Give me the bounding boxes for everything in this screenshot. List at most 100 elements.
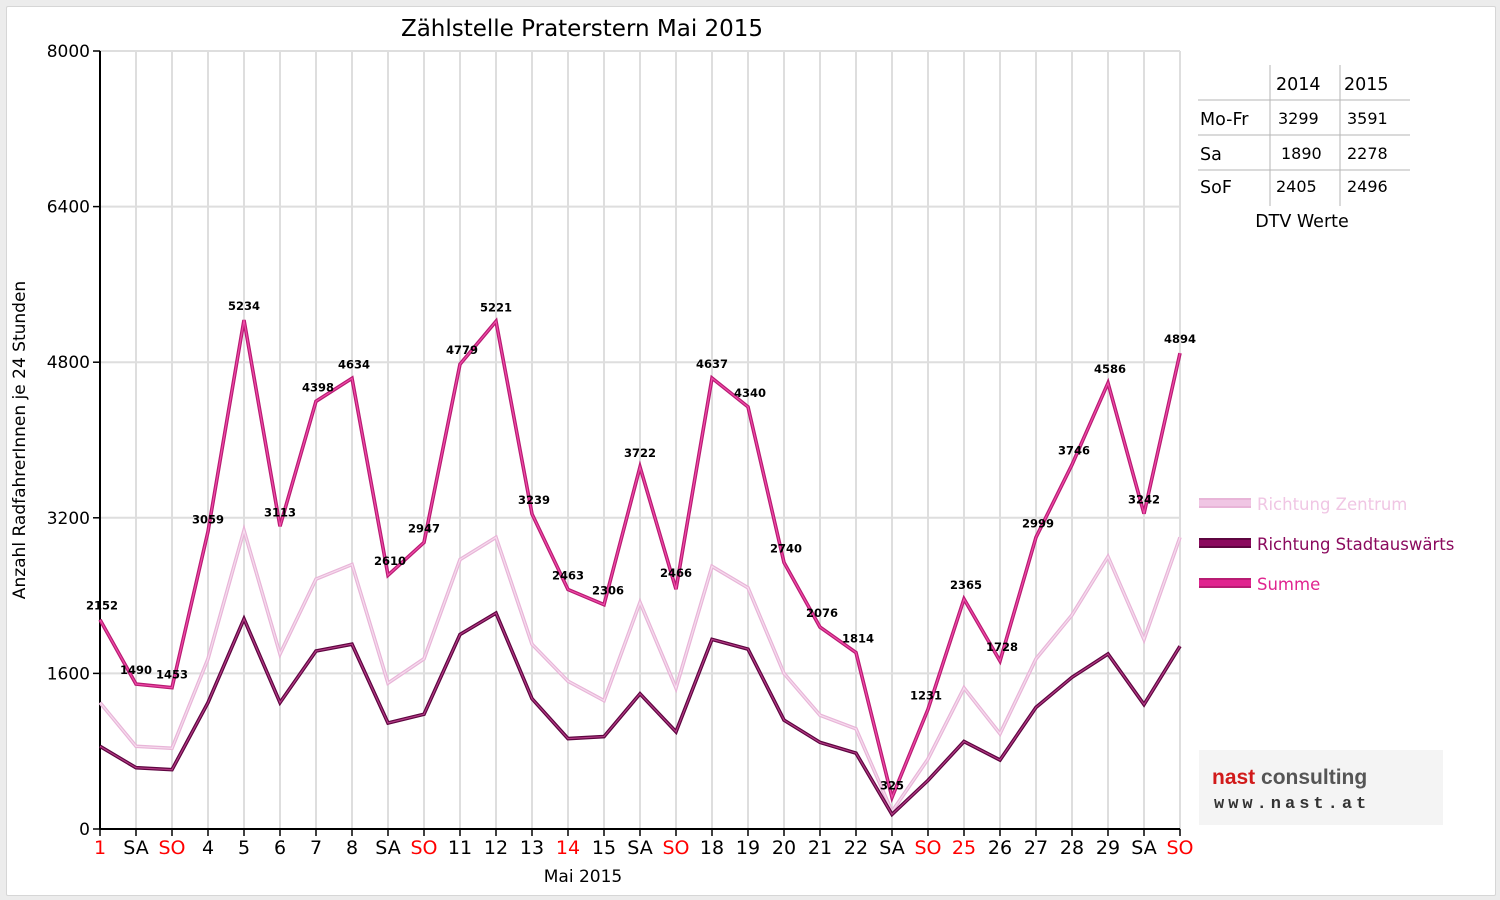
legend: Richtung Zentrum Richtung Stadtauswärts Su… — [1199, 495, 1454, 594]
x-tick-label: 20 — [772, 837, 796, 859]
data-label: 1728 — [986, 640, 1018, 654]
x-tick-label: 27 — [1024, 837, 1048, 859]
data-label: 3059 — [192, 513, 224, 527]
table-row-label: SoF — [1200, 178, 1232, 198]
x-tick-label: SA — [1131, 837, 1156, 859]
y-tick-label: 4800 — [47, 353, 90, 373]
data-label: 2999 — [1022, 516, 1054, 530]
y-tick-label: 8000 — [47, 42, 90, 62]
data-label: 2152 — [86, 599, 118, 613]
table-cell: 3299 — [1278, 109, 1319, 128]
data-label: 1814 — [842, 632, 874, 646]
x-tick-label: 13 — [520, 837, 544, 859]
series-line-zentrum-highlight — [99, 528, 1181, 813]
data-label: 1490 — [120, 663, 152, 677]
data-label: 3746 — [1058, 444, 1090, 458]
x-tick-label: SO — [410, 837, 437, 859]
x-tick-label: 8 — [346, 837, 358, 859]
data-label: 1453 — [156, 668, 188, 682]
table-caption: DTV Werte — [1255, 212, 1349, 232]
x-tick-label: 25 — [952, 837, 976, 859]
legend-swatch-fill — [1199, 500, 1251, 506]
grid — [100, 50, 1181, 829]
x-tick-label: SO — [914, 837, 941, 859]
data-label: 3239 — [518, 493, 550, 507]
series-line-summe-highlight — [99, 319, 1181, 800]
data-label: 4340 — [734, 386, 766, 400]
table-cell: 3591 — [1347, 109, 1388, 128]
x-axis-title: Mai 2015 — [544, 867, 622, 887]
x-tick-label: 19 — [736, 837, 760, 859]
data-label: 2610 — [374, 554, 406, 568]
x-tick-label: SA — [879, 837, 904, 859]
table-cell: 1890 — [1281, 144, 1322, 163]
data-label: 3113 — [264, 505, 296, 519]
x-tick-label: 21 — [808, 837, 832, 859]
table-header-2015: 2015 — [1344, 75, 1389, 95]
table-header-2014: 2014 — [1276, 75, 1321, 95]
data-label: 325 — [880, 778, 904, 792]
y-ticks: 0 1600 3200 4800 6400 8000 — [47, 42, 100, 840]
x-tick-label: 7 — [310, 837, 322, 859]
chart-title: Zählstelle Praterstern Mai 2015 — [401, 16, 763, 42]
x-tick-label: SA — [375, 837, 400, 859]
table-row-label: Mo-Fr — [1200, 110, 1249, 130]
data-label: 5234 — [228, 299, 260, 313]
x-tick-label: 15 — [592, 837, 616, 859]
x-tick-label: 22 — [844, 837, 868, 859]
logo-text: nast consulting — [1212, 766, 1367, 789]
table-cell: 2278 — [1347, 144, 1388, 163]
dtv-table: 2014 2015 Mo-Fr 3299 3591 Sa 1890 2278 S… — [1198, 65, 1410, 232]
x-tick-label: 1 — [94, 837, 106, 859]
logo-word-nast: nast — [1212, 766, 1255, 789]
chart-frame — [6, 6, 1496, 896]
data-label: 4398 — [302, 380, 334, 394]
table-row-label: Sa — [1200, 145, 1222, 165]
data-label: 2463 — [552, 568, 584, 582]
x-tick-label: 18 — [700, 837, 724, 859]
data-label: 2740 — [770, 542, 802, 556]
data-label: 1231 — [910, 688, 942, 702]
legend-label: Richtung Stadtauswärts — [1257, 535, 1454, 554]
logo-url: www.nast.at — [1214, 795, 1370, 814]
data-label: 4894 — [1164, 332, 1196, 346]
y-tick-label: 1600 — [47, 664, 90, 684]
x-tick-label: SA — [627, 837, 652, 859]
data-label: 4779 — [446, 343, 478, 357]
data-label: 2466 — [660, 566, 692, 580]
data-label: 4586 — [1094, 362, 1126, 376]
y-tick-label: 6400 — [47, 198, 90, 218]
series-lines — [98, 317, 1182, 818]
logo-word-consulting: consulting — [1261, 766, 1367, 789]
data-label: 2306 — [592, 584, 624, 598]
table-cell: 2496 — [1347, 177, 1388, 196]
y-tick-label: 3200 — [47, 509, 90, 529]
x-tick-label: SO — [158, 837, 185, 859]
x-tick-label: 29 — [1096, 837, 1120, 859]
legend-swatch-fill — [1199, 580, 1251, 586]
data-label: 4634 — [338, 357, 370, 371]
data-label: 2365 — [950, 578, 982, 592]
x-tick-label: 11 — [448, 837, 472, 859]
x-tick-label: SO — [662, 837, 689, 859]
data-label: 4637 — [696, 357, 728, 371]
x-tick-label: 6 — [274, 837, 286, 859]
y-axis-title: Anzahl RadfahrerInnen je 24 Stunden — [10, 281, 30, 599]
logo-box — [1199, 750, 1443, 825]
data-label: 5221 — [480, 300, 512, 314]
x-tick-label: 5 — [238, 837, 250, 859]
x-tick-label: SA — [123, 837, 148, 859]
table-cell: 2405 — [1276, 177, 1317, 196]
x-tick-label: 28 — [1060, 837, 1084, 859]
x-tick-label: 4 — [202, 837, 214, 859]
x-tick-label: SO — [1166, 837, 1193, 859]
data-label: 3722 — [624, 446, 656, 460]
data-labels: 2152 1490 1453 3059 5234 3113 4398 4634 2610 2947… — [86, 299, 1196, 792]
logo: nast consulting www.nast.at — [1199, 750, 1443, 825]
series-line-stadtauswaerts-highlight — [99, 612, 1181, 816]
legend-swatch-fill — [1199, 540, 1251, 546]
legend-label: Richtung Zentrum — [1257, 495, 1407, 514]
x-ticks: 1 SA SO 4 5 6 7 8 SA SO 11 12 13 14 15 SA SO 18 19 20 21 22 SA… — [94, 829, 1194, 859]
y-tick-label: 0 — [79, 820, 90, 840]
